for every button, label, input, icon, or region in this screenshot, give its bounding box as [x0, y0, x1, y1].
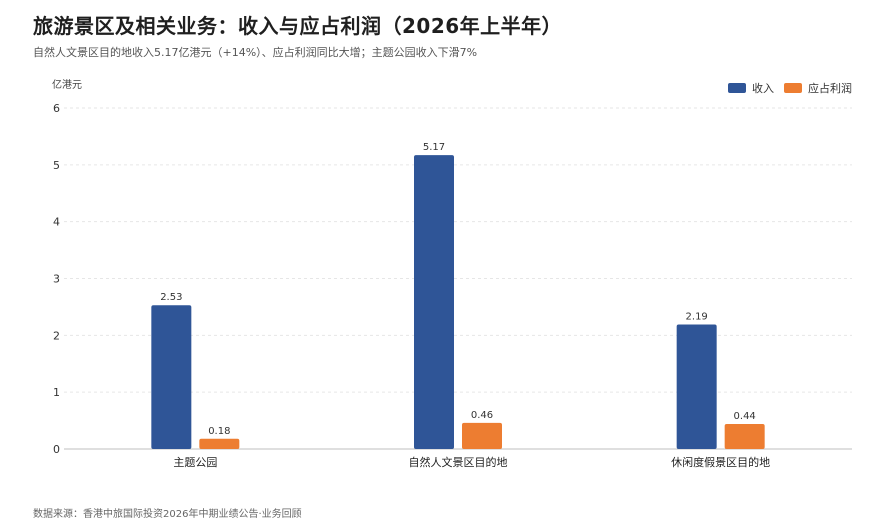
y-tick-label: 4: [53, 216, 60, 229]
x-category-label: 休闲度假景区目的地: [671, 455, 770, 469]
bar-revenue: [151, 305, 192, 449]
y-tick-label: 5: [53, 159, 60, 172]
data-label-profit: 0.18: [208, 426, 230, 437]
bar-profit: [199, 438, 240, 449]
legend-swatch-profit: [784, 83, 802, 93]
bar-profit: [724, 423, 765, 449]
legend-label-revenue: 收入: [752, 82, 774, 95]
legend-swatch-revenue: [728, 83, 746, 93]
legend: 收入 应占利润: [728, 80, 852, 96]
y-axis-unit-label: 亿港元: [52, 78, 82, 91]
data-label-profit: 0.46: [471, 410, 493, 421]
y-tick-label: 2: [53, 329, 60, 342]
bar-revenue: [414, 155, 454, 449]
bar-revenue: [676, 324, 717, 449]
legend-item-revenue: 收入: [728, 80, 774, 96]
legend-label-profit: 应占利润: [808, 82, 852, 95]
x-category-label: 自然人文景区目的地: [409, 455, 508, 469]
bar-profit: [462, 422, 502, 449]
data-label-revenue: 2.53: [160, 292, 182, 303]
chart-subtitle: 自然人文景区目的地收入5.17亿港元（+14%）、应占利润同比大增；主题公园收入…: [33, 46, 478, 59]
data-label-revenue: 2.19: [686, 312, 708, 323]
y-tick-label: 3: [53, 273, 60, 286]
data-label-revenue: 5.17: [423, 142, 445, 153]
data-label-profit: 0.44: [734, 411, 756, 422]
chart-title: 旅游景区及相关业务：收入与应占利润（2026年上半年）: [33, 14, 563, 38]
y-tick-label: 1: [53, 386, 60, 399]
y-tick-label: 6: [53, 102, 60, 115]
y-tick-label: 0: [53, 443, 60, 456]
x-category-label: 主题公园: [173, 456, 217, 469]
data-source: 数据来源：香港中旅国际投资2026年中期业绩公告·业务回顾: [33, 509, 302, 520]
legend-item-profit: 应占利润: [784, 80, 852, 96]
